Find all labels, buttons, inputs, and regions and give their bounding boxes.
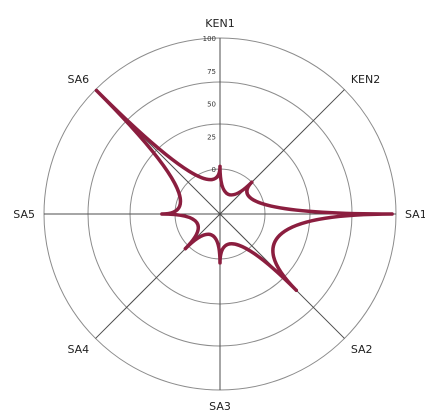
spoke-sa4 — [95, 213, 221, 339]
radial-tick-label: 100 — [203, 35, 216, 43]
radial-tick-labels: 0 25 50 75 100 — [203, 35, 216, 174]
axis-labels: KEN1 KEN2 SA1 SA2 SA3 SA4 SA5 SA6 — [13, 17, 425, 413]
data-point-sa5 — [160, 212, 164, 216]
axis-label-sa4: SA4 — [67, 343, 89, 356]
data-point-sa2 — [294, 288, 298, 292]
radial-tick-label: 25 — [207, 133, 216, 141]
axis-label-sa2: SA2 — [351, 343, 373, 356]
axis-label-sa5: SA5 — [13, 208, 35, 221]
axis-label-sa1: SA1 — [405, 208, 425, 221]
axis-label-ken1: KEN1 — [205, 17, 234, 30]
spoke-ken2 — [219, 89, 345, 215]
data-point-ken2 — [250, 180, 254, 184]
radial-tick-label: 75 — [207, 68, 216, 76]
series-line-0 — [94, 88, 394, 293]
data-point-sa6 — [94, 88, 99, 93]
data-point-sa3 — [218, 261, 222, 265]
series-layer — [94, 88, 394, 293]
axis-label-sa3: SA3 — [209, 400, 231, 413]
data-point-ken1 — [218, 164, 222, 168]
data-point-sa1 — [390, 212, 394, 216]
radial-tick-label: 0 — [212, 166, 216, 174]
radial-tick-label: 50 — [207, 101, 216, 109]
data-point-sa4 — [183, 246, 188, 251]
axis-label-sa6: SA6 — [67, 73, 89, 86]
axis-label-ken2: KEN2 — [351, 73, 380, 86]
